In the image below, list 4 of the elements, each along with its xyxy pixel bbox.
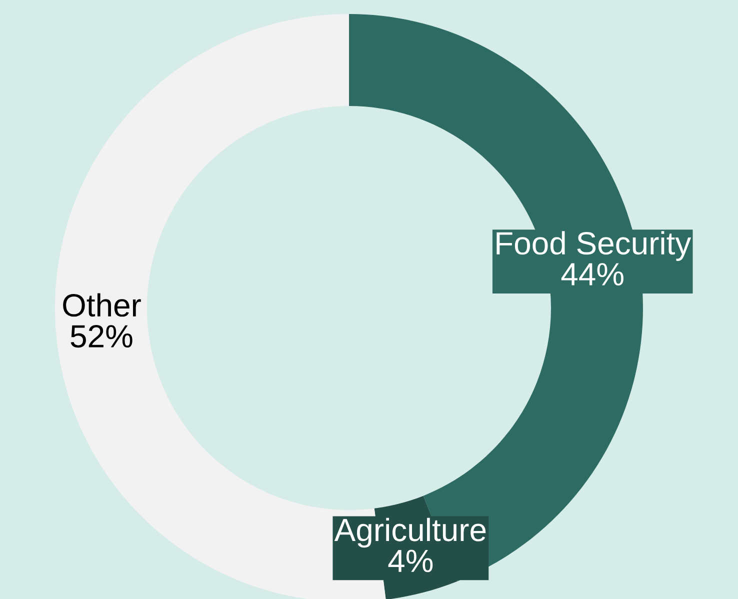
data-label: 44% [561, 263, 624, 286]
data-label: 52% [70, 324, 132, 348]
slice-label: Other [63, 293, 141, 317]
slice-label: Food Security [496, 231, 692, 261]
